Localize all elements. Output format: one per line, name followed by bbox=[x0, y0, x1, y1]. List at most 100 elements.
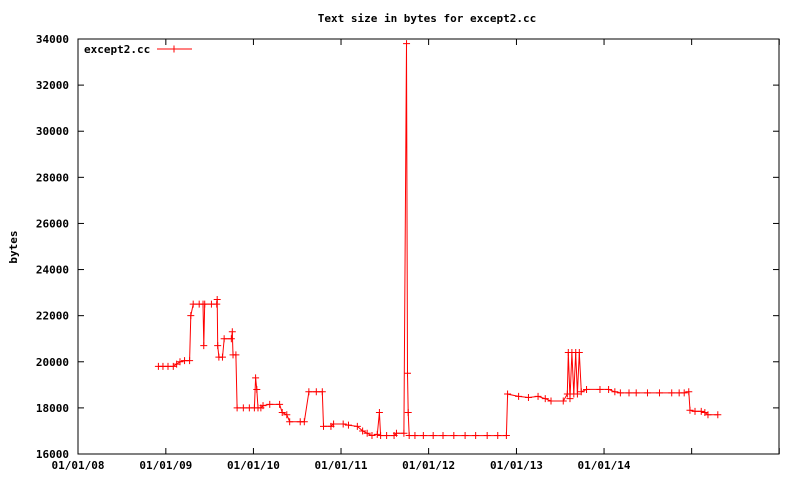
data-point bbox=[461, 432, 469, 440]
data-point bbox=[359, 427, 367, 435]
data-point bbox=[472, 432, 480, 440]
data-point bbox=[363, 429, 371, 437]
data-point bbox=[655, 389, 663, 397]
data-point bbox=[232, 351, 240, 359]
data-point bbox=[575, 349, 583, 357]
data-point bbox=[577, 388, 585, 396]
data-point bbox=[611, 388, 619, 396]
data-point bbox=[320, 422, 328, 430]
y-tick-label: 26000 bbox=[36, 217, 69, 230]
series-except2-cc bbox=[154, 40, 722, 440]
data-point bbox=[534, 392, 542, 400]
data-point bbox=[305, 388, 313, 396]
data-point bbox=[318, 388, 326, 396]
data-point bbox=[680, 389, 688, 397]
data-point bbox=[632, 389, 640, 397]
data-point bbox=[691, 407, 699, 415]
data-point bbox=[583, 385, 591, 393]
data-point bbox=[218, 353, 226, 361]
data-point bbox=[339, 420, 347, 428]
data-point bbox=[714, 411, 722, 419]
y-tick-label: 34000 bbox=[36, 33, 69, 46]
data-point bbox=[176, 358, 184, 366]
data-point bbox=[283, 411, 291, 419]
data-point bbox=[239, 404, 247, 412]
data-point bbox=[252, 374, 260, 382]
series-line bbox=[158, 43, 718, 437]
data-point bbox=[685, 388, 693, 396]
data-point bbox=[483, 432, 491, 440]
data-point bbox=[419, 432, 427, 440]
x-tick-label: 01/01/12 bbox=[402, 459, 455, 472]
x-tick-label: 01/01/10 bbox=[227, 459, 280, 472]
y-tick-label: 18000 bbox=[36, 402, 69, 415]
data-point bbox=[375, 409, 383, 416]
data-point bbox=[515, 392, 523, 400]
data-point bbox=[312, 388, 320, 396]
y-tick-label: 22000 bbox=[36, 310, 69, 323]
tick-marks bbox=[77, 38, 780, 455]
data-point bbox=[186, 357, 194, 365]
data-point bbox=[502, 432, 510, 440]
y-tick-label: 20000 bbox=[36, 356, 69, 369]
x-tick-label: 01/01/09 bbox=[139, 459, 192, 472]
data-point bbox=[392, 429, 400, 437]
data-point bbox=[253, 385, 261, 393]
data-point bbox=[259, 402, 267, 410]
data-point bbox=[404, 409, 412, 416]
data-point bbox=[276, 400, 284, 408]
y-tick-label: 32000 bbox=[36, 79, 69, 92]
data-point bbox=[278, 409, 286, 416]
data-point bbox=[668, 389, 676, 397]
data-point bbox=[704, 411, 712, 419]
data-point bbox=[286, 418, 294, 426]
x-tick-label: 01/01/13 bbox=[490, 459, 543, 472]
data-point bbox=[605, 385, 613, 393]
data-point bbox=[643, 389, 651, 397]
y-tick-label: 24000 bbox=[36, 264, 69, 277]
y-tick-label: 30000 bbox=[36, 125, 69, 138]
data-point bbox=[200, 342, 208, 350]
data-point bbox=[353, 422, 361, 430]
data-point bbox=[213, 296, 221, 304]
legend-label: except2.cc bbox=[84, 43, 150, 56]
plot-area-frame bbox=[77, 38, 780, 455]
data-point bbox=[228, 328, 236, 336]
data-point bbox=[450, 432, 458, 440]
data-point bbox=[201, 300, 209, 308]
data-point bbox=[330, 420, 338, 428]
data-point bbox=[187, 312, 195, 320]
data-point bbox=[504, 390, 512, 398]
data-point bbox=[686, 406, 694, 414]
data-point bbox=[596, 385, 604, 393]
x-axis-ticks: 01/01/08 01/01/09 01/01/10 01/01/11 01/01/12… bbox=[52, 459, 631, 472]
data-point bbox=[439, 432, 447, 440]
data-point bbox=[368, 432, 376, 440]
data-point bbox=[524, 394, 532, 402]
data-point bbox=[404, 369, 412, 377]
data-point bbox=[344, 421, 352, 429]
data-point bbox=[233, 404, 241, 412]
legend: except2.cc bbox=[84, 43, 192, 56]
data-point bbox=[383, 432, 391, 440]
data-point bbox=[300, 418, 308, 426]
y-axis-label: bytes bbox=[7, 230, 20, 263]
data-point bbox=[266, 400, 274, 408]
y-tick-label: 28000 bbox=[36, 171, 69, 184]
x-tick-label: 01/01/14 bbox=[578, 459, 631, 472]
data-point bbox=[411, 432, 419, 440]
data-point bbox=[227, 335, 235, 343]
data-point bbox=[429, 432, 437, 440]
data-point bbox=[573, 390, 581, 398]
data-point bbox=[377, 432, 385, 440]
data-point bbox=[625, 389, 633, 397]
data-point bbox=[541, 395, 549, 403]
data-point bbox=[400, 429, 408, 437]
data-point bbox=[494, 432, 502, 440]
data-point bbox=[697, 407, 705, 415]
chart-title: Text size in bytes for except2.cc bbox=[318, 12, 537, 25]
data-point bbox=[547, 397, 555, 405]
data-point bbox=[220, 335, 228, 343]
x-tick-label: 01/01/08 bbox=[52, 459, 105, 472]
